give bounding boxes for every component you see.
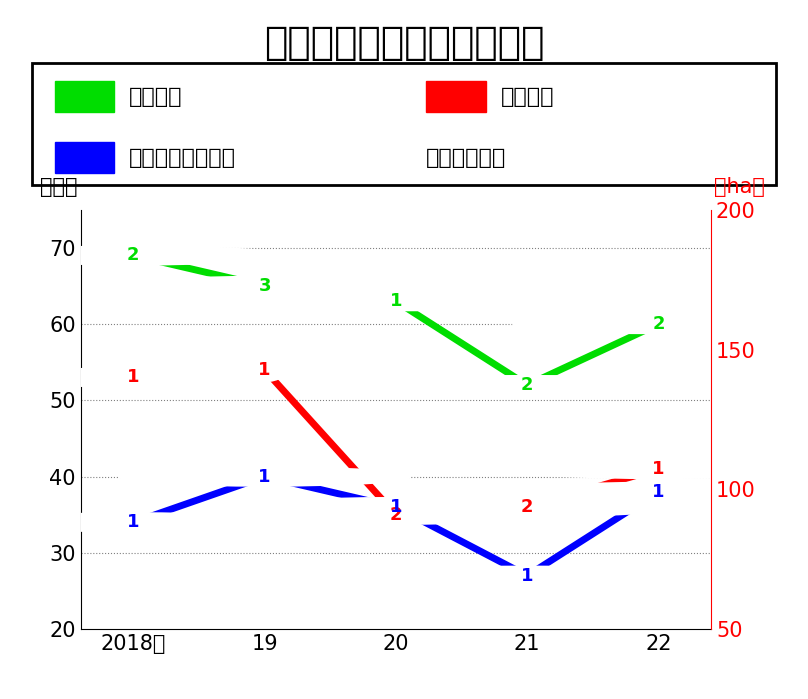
Circle shape — [383, 498, 671, 515]
Text: 1: 1 — [127, 368, 140, 387]
Text: 1: 1 — [127, 513, 140, 531]
Circle shape — [251, 506, 541, 523]
Text: （ha）: （ha） — [714, 177, 765, 197]
Text: 1: 1 — [389, 498, 402, 516]
Circle shape — [251, 498, 541, 515]
Text: 1: 1 — [259, 361, 271, 379]
Text: 2: 2 — [521, 498, 533, 516]
Text: 2: 2 — [127, 247, 140, 264]
Text: 2: 2 — [521, 376, 533, 394]
Text: 立地件数: 立地件数 — [129, 87, 183, 106]
Text: （件）: （件） — [40, 177, 78, 197]
Text: 本県の工場立地動向の推移: 本県の工場立地動向の推移 — [263, 24, 545, 62]
Circle shape — [0, 514, 278, 531]
Text: 県外企業立地件数: 県外企業立地件数 — [129, 147, 236, 168]
Text: 1: 1 — [652, 483, 665, 501]
Circle shape — [120, 361, 409, 378]
Circle shape — [383, 377, 671, 394]
Bar — [55, 143, 114, 173]
Circle shape — [383, 568, 671, 584]
Circle shape — [251, 293, 541, 310]
Text: 1: 1 — [389, 292, 402, 310]
Circle shape — [514, 484, 803, 500]
Circle shape — [120, 278, 409, 294]
Text: 立地面積: 立地面積 — [501, 87, 554, 106]
Bar — [427, 81, 486, 112]
Text: 丸数字は順位: 丸数字は順位 — [427, 147, 507, 168]
Circle shape — [514, 316, 803, 333]
Text: 1: 1 — [652, 460, 665, 478]
Circle shape — [0, 369, 278, 386]
Text: 1: 1 — [259, 468, 271, 486]
Bar — [55, 81, 114, 112]
Text: 3: 3 — [259, 277, 271, 295]
Circle shape — [514, 461, 803, 477]
Circle shape — [120, 468, 409, 485]
Circle shape — [0, 247, 278, 264]
Text: 1: 1 — [521, 567, 533, 585]
Text: 2: 2 — [652, 315, 665, 333]
Text: 2: 2 — [389, 505, 402, 524]
